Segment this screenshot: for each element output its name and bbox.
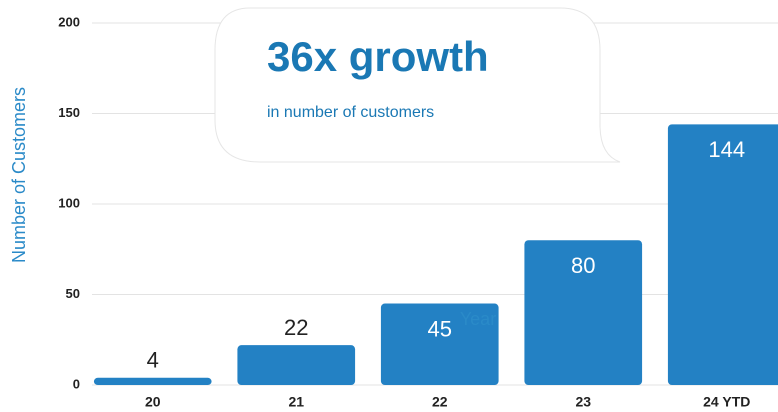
bar xyxy=(93,377,212,385)
value-label: 22 xyxy=(284,315,308,340)
y-tick-label: 150 xyxy=(58,105,80,120)
bar xyxy=(667,124,778,385)
x-axis-label: Year xyxy=(460,309,496,329)
bar xyxy=(524,240,643,385)
annotation-text: in number of customers xyxy=(267,104,434,121)
bar xyxy=(237,345,356,385)
x-tick-label: 24 YTD xyxy=(703,394,750,410)
y-axis-label: Number of Customers xyxy=(9,87,29,263)
value-label: 4 xyxy=(147,348,159,373)
value-label: 45 xyxy=(428,316,452,341)
callout-bubble xyxy=(214,7,621,163)
bars: 4 22 45 80 144 xyxy=(93,124,778,385)
annotation-title: 36x growth xyxy=(267,33,489,80)
y-tick-label: 50 xyxy=(66,286,80,301)
value-label: 80 xyxy=(571,253,595,278)
value-label: 144 xyxy=(708,137,745,162)
y-tick-label: 200 xyxy=(58,14,80,29)
x-tick-label: 23 xyxy=(575,394,591,410)
x-tick-label: 21 xyxy=(288,394,304,410)
y-tick-label: 0 xyxy=(73,376,80,391)
y-tick-label: 100 xyxy=(58,195,80,210)
bar xyxy=(380,303,499,385)
x-tick-label: 22 xyxy=(432,394,448,410)
x-tick-label: 20 xyxy=(145,394,161,410)
